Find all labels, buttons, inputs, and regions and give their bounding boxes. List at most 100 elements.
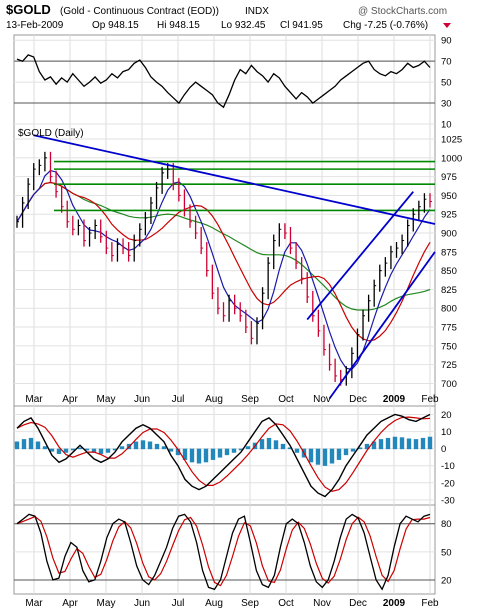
macd-histogram-bar (140, 440, 146, 450)
macd-histogram-bar (28, 437, 34, 450)
price-y-tick-label: 975 (441, 172, 457, 183)
macd-histogram-bar (280, 443, 286, 450)
ma-mid-line (16, 181, 431, 342)
stochastic-panel-frame (13, 504, 436, 595)
macd-histogram-bar (266, 437, 272, 450)
x-tick-label-price: May (97, 394, 116, 405)
x-tick-label-price: Sep (241, 394, 259, 405)
x-tick-label-bottom: Apr (62, 598, 78, 609)
macd-y-tick-label: 20 (441, 410, 452, 421)
macd-histogram-bar (154, 443, 160, 450)
macd-histogram-bar (420, 437, 426, 450)
macd-histogram-bar (357, 447, 363, 450)
price-panel-label: $GOLD (Daily) (18, 128, 84, 139)
macd-histogram-bar (168, 448, 174, 452)
marks-layer (14, 54, 436, 591)
quote-change: Chg -7.25 (-0.76%) (343, 20, 428, 31)
rsi-y-tick-label: 30 (441, 99, 452, 110)
macd-line (16, 413, 431, 498)
x-tick-label-bottom: May (97, 598, 116, 609)
watermark: @ StockCharts.com (358, 6, 447, 17)
stochastic-y-tick-label: 20 (441, 575, 452, 586)
x-tick-label-bottom: Dec (349, 598, 367, 609)
rsi-y-tick-label: 50 (441, 78, 452, 89)
x-tick-label-price: Nov (313, 394, 331, 405)
price-y-tick-label: 925 (441, 210, 457, 221)
quote-date: 13-Feb-2009 (6, 20, 64, 31)
macd-histogram-bar (322, 448, 328, 466)
macd-histogram-bar (147, 441, 153, 450)
symbol-title: $GOLD (6, 2, 51, 17)
price-y-tick-label: 1000 (441, 153, 462, 164)
macd-panel-frame (13, 405, 436, 506)
instrument-name: (Gold - Continuous Contract (EOD)) (60, 6, 219, 17)
macd-histogram-bar (175, 448, 181, 456)
x-tick-label-bottom: Nov (313, 598, 331, 609)
quote-open: Op 948.15 (92, 20, 139, 31)
x-tick-label-bottom: 2009 (383, 598, 406, 609)
macd-histogram-bar (182, 448, 188, 460)
macd-histogram-bar (378, 439, 384, 450)
macd-histogram-bar (161, 446, 167, 450)
macd-histogram-bar (273, 440, 279, 450)
descending-trendline (33, 134, 436, 225)
macd-histogram-bar (399, 437, 405, 450)
price-y-tick-label: 1025 (441, 135, 462, 146)
macd-histogram-bar (427, 436, 433, 450)
macd-y-tick-label: -20 (441, 478, 455, 489)
macd-y-tick-label: -30 (441, 495, 455, 506)
macd-histogram-bar (245, 446, 251, 450)
x-tick-label-price: Apr (62, 394, 78, 405)
macd-histogram-bar (21, 439, 27, 450)
x-tick-label-bottom: Mar (25, 598, 43, 609)
macd-histogram-bar (343, 448, 349, 456)
macd-histogram-bar (14, 441, 20, 450)
x-tick-label-bottom: Feb (421, 598, 439, 609)
x-tick-label-price: Jul (172, 394, 185, 405)
price-y-tick-label: 875 (441, 247, 457, 258)
grid-layer (14, 35, 435, 594)
price-y-tick-label: 825 (441, 285, 457, 296)
down-arrow-icon (443, 23, 451, 28)
macd-histogram-bar (119, 446, 125, 450)
x-tick-label-price: Dec (349, 394, 367, 405)
macd-histogram-bar (217, 448, 223, 458)
channel-lower-line (328, 251, 436, 400)
macd-histogram-bar (406, 438, 412, 450)
price-y-tick-label: 800 (441, 304, 457, 315)
stochastic-y-tick-label: 80 (441, 519, 452, 530)
x-tick-label-bottom: Jul (172, 598, 185, 609)
macd-histogram-bar (196, 448, 202, 464)
macd-histogram-bar (56, 448, 62, 454)
macd-histogram-bar (63, 448, 69, 453)
macd-histogram-bar (210, 448, 216, 460)
macd-histogram-bar (133, 441, 139, 450)
macd-histogram-bar (77, 447, 83, 450)
quote-high: Hi 948.15 (157, 20, 200, 31)
x-tick-label-price: Mar (25, 394, 43, 405)
price-y-tick-label: 700 (441, 379, 457, 390)
macd-histogram-bar (42, 446, 48, 450)
macd-histogram-bar (308, 448, 314, 463)
quote-low: Lo 932.45 (221, 20, 266, 31)
macd-histogram-bar (224, 448, 230, 456)
x-tick-label-bottom: Aug (205, 598, 223, 609)
x-tick-label-price: 2009 (383, 394, 406, 405)
macd-histogram-bar (392, 436, 398, 450)
x-tick-label-price: Aug (205, 394, 223, 405)
x-tick-label-bottom: Oct (278, 598, 294, 609)
price-y-tick-label: 750 (441, 341, 457, 352)
x-tick-label-price: Feb (421, 394, 439, 405)
rsi-line (16, 54, 431, 109)
macd-y-tick-label: -10 (441, 461, 455, 472)
macd-histogram-bar (336, 448, 342, 460)
macd-histogram-bar (315, 448, 321, 465)
macd-histogram-bar (70, 448, 76, 451)
x-tick-label-price: Jun (134, 394, 150, 405)
macd-histogram-bar (385, 437, 391, 450)
macd-histogram-bar (112, 448, 118, 451)
price-y-tick-label: 950 (441, 191, 457, 202)
rsi-y-tick-label: 10 (441, 120, 452, 131)
